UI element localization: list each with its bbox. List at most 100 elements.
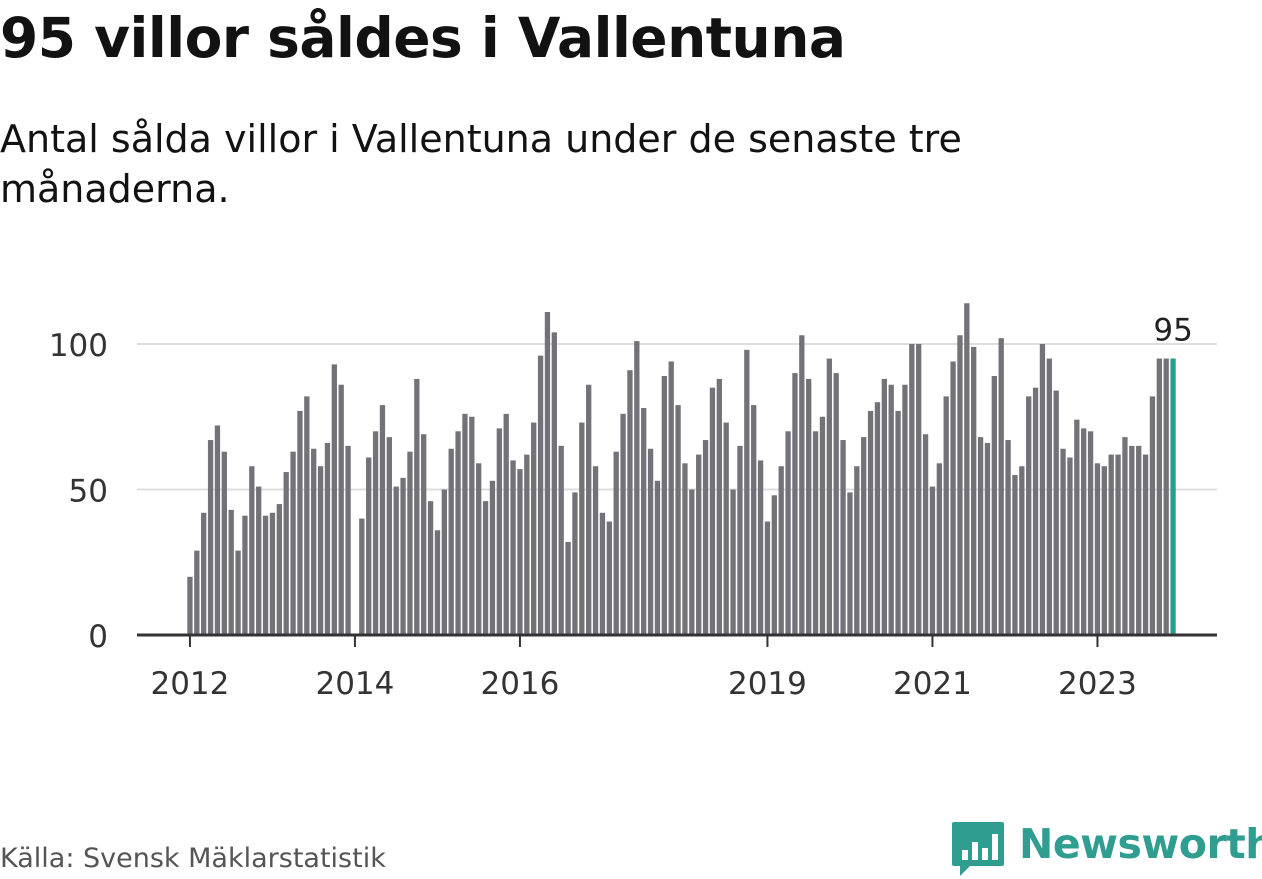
bar [861,437,867,635]
bar-latest [1170,358,1176,635]
x-tick-label: 2023 [1058,666,1137,702]
bar [1026,396,1032,635]
bar [262,515,269,635]
bar [297,410,303,635]
latest-value-label: 95 [1153,313,1192,349]
bar [586,384,592,635]
bar [551,332,557,635]
bar [984,442,991,635]
bar [716,378,722,635]
bar [427,501,434,635]
chart-subtitle: Antal sålda villor i Vallentuna under de… [0,117,962,211]
bar [696,454,702,635]
bar [276,504,282,635]
bar [283,472,289,635]
bar [998,338,1004,635]
bar [675,405,681,635]
bar [400,477,406,635]
bar [187,576,193,635]
bar [1136,445,1142,635]
brand-name: Newsworthy [1019,820,1262,868]
bar [407,451,413,635]
bar [902,384,908,635]
bar [1129,445,1135,635]
bar [661,376,667,635]
bar [572,492,578,635]
bar [1060,448,1066,635]
bar [1149,396,1156,635]
y-tick-label: 0 [88,619,108,655]
bar [744,349,750,635]
bar [627,370,633,635]
bar [510,460,516,635]
bar [950,361,956,635]
bar [228,509,234,635]
bar [764,521,771,635]
bar [874,402,881,635]
bar [971,346,977,635]
bar [1163,358,1169,635]
bar [455,431,461,635]
bar [290,451,296,635]
bar [943,396,949,635]
bar [922,434,929,635]
bar [1156,358,1162,635]
bar [311,448,317,635]
bar [929,486,936,635]
bar [304,396,310,635]
bar [991,376,997,635]
bar [579,422,585,635]
axes [137,633,1217,647]
bar [936,463,942,635]
bar [221,451,227,635]
bar [338,384,344,635]
bar [654,480,661,635]
bar [393,486,399,635]
bar [331,364,337,635]
bar [1053,390,1059,635]
bar [592,466,599,635]
bar [689,489,695,635]
bar [359,518,365,635]
bar [682,463,688,635]
bar [1081,428,1087,635]
bar [441,489,447,635]
bar [421,434,427,635]
source-note: Källa: Svensk Mäklarstatistik [0,843,386,874]
bar [771,495,777,635]
chart-title: 95 villor såldes i Vallentuna [0,6,846,70]
bar [730,489,736,635]
bar [723,422,729,635]
bars [187,303,1176,635]
bar [792,373,798,635]
bar [1067,457,1073,635]
bar [599,512,606,635]
x-tick-label: 2014 [315,666,394,702]
bar [366,457,372,635]
bar [565,541,571,635]
bar [709,387,716,635]
x-tick-label: 2019 [728,666,807,702]
bar [778,466,784,635]
bar [476,463,482,635]
bar [269,512,276,635]
bar [256,486,262,635]
bar [372,431,379,635]
bar [757,460,764,635]
bar [434,530,441,635]
x-tick-label: 2021 [893,666,972,702]
bar [249,466,255,635]
bar [448,448,454,635]
bar [345,445,351,635]
bar [1032,387,1039,635]
bar [1019,466,1025,635]
bar [1094,463,1101,635]
bar [1115,454,1121,635]
bar [201,512,207,635]
bar [242,515,248,635]
bar [826,358,832,635]
bar [194,550,200,635]
y-tick-label: 50 [69,474,108,510]
newsworthy-logo: Newsworthy [950,818,1262,878]
bar [531,422,537,635]
